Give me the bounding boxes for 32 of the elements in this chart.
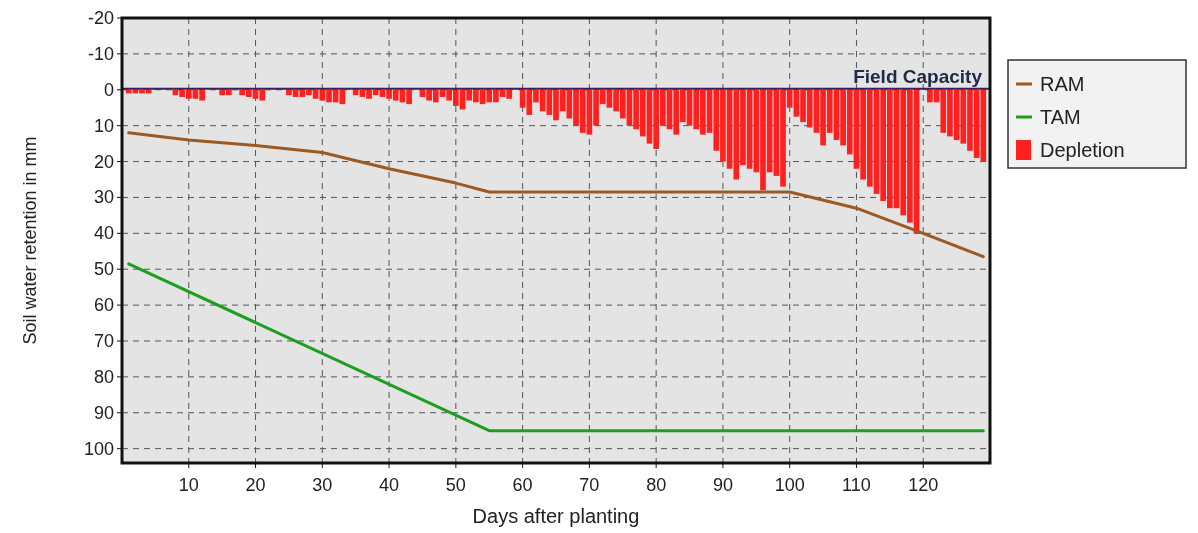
x-tick-label: 110 <box>842 475 871 495</box>
legend-label: Depletion <box>1040 139 1125 161</box>
y-tick-label: 90 <box>93 402 114 423</box>
legend-label: TAM <box>1040 106 1081 128</box>
y-tick-label: 50 <box>93 259 114 280</box>
y-axis-title: Soil water retention in mm <box>20 136 40 345</box>
x-tick-label: 60 <box>512 475 533 495</box>
x-tick-label: 90 <box>712 475 733 495</box>
x-tick-label: 100 <box>774 475 805 495</box>
x-tick-label: 40 <box>379 475 400 495</box>
y-tick-label: 40 <box>93 223 114 244</box>
y-tick-label: 60 <box>93 295 114 316</box>
y-tick-label: 0 <box>103 79 114 100</box>
x-tick-label: 50 <box>445 475 466 495</box>
line-series <box>127 131 985 259</box>
ref-line-label: Field Capacity <box>853 65 983 87</box>
x-tick-label: 10 <box>178 475 199 495</box>
y-tick-label: 10 <box>93 115 114 136</box>
y-tick-label: 100 <box>83 438 114 459</box>
x-tick-label: 120 <box>908 475 939 495</box>
y-tick-label: 70 <box>93 330 114 351</box>
y-tick-label: 30 <box>93 187 114 208</box>
y-tick-label: 20 <box>93 151 114 172</box>
x-tick-label: 70 <box>579 475 600 495</box>
x-tick-label: 80 <box>646 475 667 495</box>
legend-label: RAM <box>1040 73 1085 95</box>
y-tick-label: 80 <box>93 366 114 387</box>
x-tick-label: 20 <box>245 475 266 495</box>
x-axis-title: Days after planting <box>472 505 640 527</box>
y-tick-label: -10 <box>87 43 114 64</box>
x-tick-label: 30 <box>312 475 333 495</box>
y-tick-label: -20 <box>87 8 114 28</box>
